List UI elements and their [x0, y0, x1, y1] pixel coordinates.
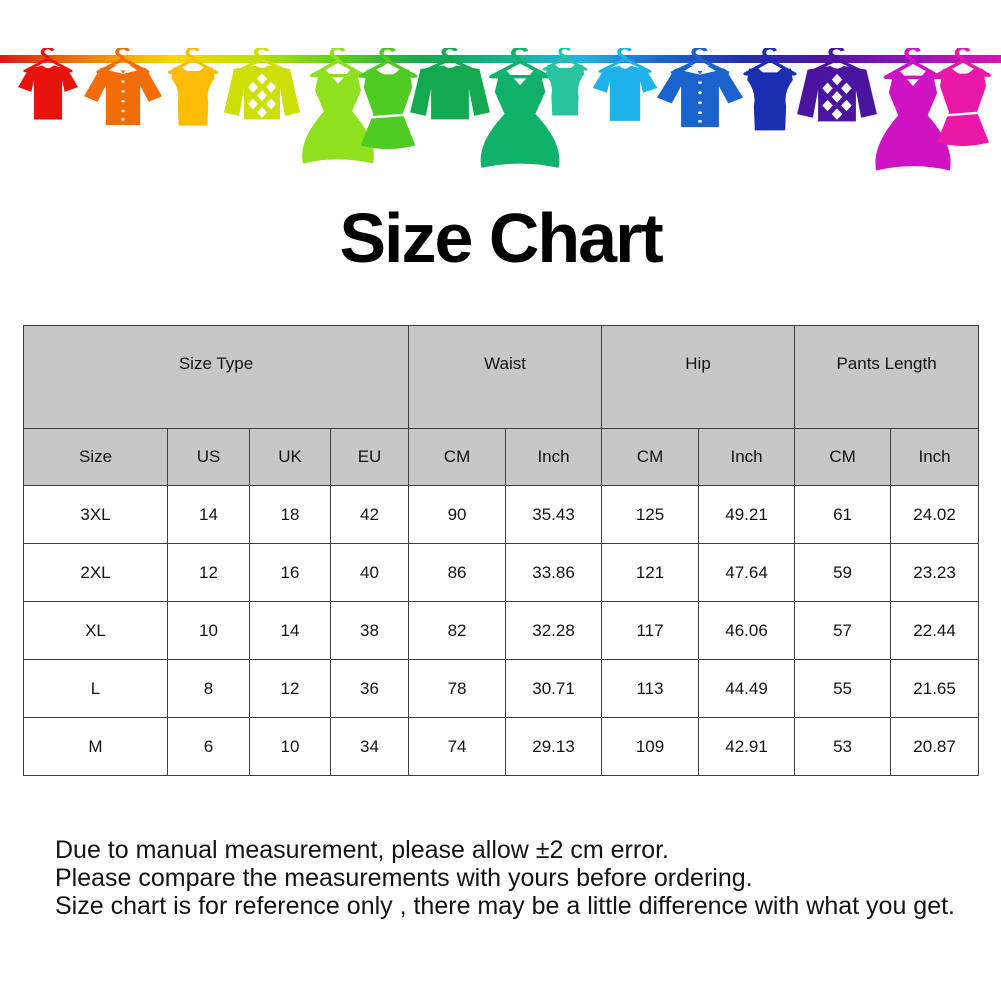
table-cell: 86 [408, 543, 507, 602]
table-cell: 24.02 [890, 485, 980, 544]
table-cell: 82 [408, 601, 507, 660]
table-cell: 33.86 [505, 543, 603, 602]
table-cell: 113 [601, 659, 700, 718]
table-cell: 6 [167, 717, 250, 776]
table-cell: 14 [249, 601, 331, 660]
table-cell: 59 [794, 543, 892, 602]
table-cell: 3XL [23, 485, 168, 544]
table-cell: M [23, 717, 168, 776]
table-cell: 29.13 [505, 717, 603, 776]
table-cell: 61 [794, 485, 892, 544]
disclaimer-line-2: Please compare the measurements with you… [55, 864, 753, 892]
size-row-m: M 6 10 34 74 29.13 109 42.91 53 20.87 [23, 717, 980, 776]
table-cell: 46.06 [698, 601, 796, 660]
disclaimer-line-1: Due to manual measurement, please allow … [55, 836, 670, 864]
table-cell: 55 [794, 659, 892, 718]
table-cell: 109 [601, 717, 700, 776]
size-row-xl: XL 10 14 38 82 32.28 117 46.06 57 22.44 [23, 601, 980, 660]
table-cell: 18 [249, 485, 331, 544]
table-cell: XL [23, 601, 168, 660]
size-table-container: Size Type Waist Hip Pants Length Size US… [22, 325, 1001, 776]
table-cell: 42 [329, 485, 410, 544]
size-table: Size Type Waist Hip Pants Length Size US… [22, 325, 980, 776]
size-row-2xl: 2XL 12 16 40 86 33.86 121 47.64 59 23.23 [23, 543, 980, 602]
table-cell: 90 [408, 485, 507, 544]
clothesline [0, 55, 1001, 63]
table-cell: 47.64 [698, 543, 796, 602]
table-cell: 78 [408, 659, 507, 718]
table-cell: 8 [167, 659, 250, 718]
group-header-pants-length: Pants Length [794, 325, 980, 429]
table-cell: 36 [329, 659, 410, 718]
table-cell: 12 [167, 543, 250, 602]
disclaimer-line-3: Size chart is for reference only , there… [55, 892, 955, 920]
table-cell: 121 [601, 543, 700, 602]
column-header-eu: EU [329, 428, 410, 486]
magenta-dress-icon [875, 48, 950, 171]
lime-dress-icon [300, 48, 376, 166]
table-cell: 44.49 [698, 659, 796, 718]
table-cell: 57 [794, 601, 892, 660]
size-row-3xl: 3XL 14 18 42 90 35.43 125 49.21 61 24.02 [23, 485, 980, 544]
group-header-hip: Hip [601, 325, 796, 429]
table-cell: 49.21 [698, 485, 796, 544]
table-cell: 10 [167, 601, 250, 660]
column-header-waist-cm: CM [408, 428, 507, 486]
column-header-pants-inch: Inch [890, 428, 980, 486]
table-cell: 21.65 [890, 659, 980, 718]
column-header-hip-inch: Inch [698, 428, 796, 486]
column-header-pants-cm: CM [794, 428, 892, 486]
table-sub-header-row: Size US UK EU CM Inch CM Inch CM Inch [23, 428, 980, 486]
table-cell: 14 [167, 485, 250, 544]
table-cell: 32.28 [505, 601, 603, 660]
green-tank-dress-icon [361, 48, 416, 149]
page-title: Size Chart [339, 199, 663, 277]
size-row-l: L 8 12 36 78 30.71 113 44.49 55 21.65 [23, 659, 980, 718]
column-header-size: Size [23, 428, 168, 486]
table-cell: 34 [329, 717, 410, 776]
table-cell: 53 [794, 717, 892, 776]
column-header-uk: UK [249, 428, 331, 486]
table-cell: 16 [249, 543, 331, 602]
disclaimer-block: Due to manual measurement, please allow … [55, 836, 1001, 920]
table-group-header-row: Size Type Waist Hip Pants Length [22, 325, 980, 429]
table-cell: 42.91 [698, 717, 796, 776]
table-cell: 40 [329, 543, 410, 602]
column-header-waist-inch: Inch [505, 428, 603, 486]
table-cell: 2XL [23, 543, 168, 602]
table-cell: 20.87 [890, 717, 980, 776]
table-cell: L [23, 659, 168, 718]
table-cell: 38 [329, 601, 410, 660]
column-header-hip-cm: CM [601, 428, 700, 486]
table-cell: 10 [249, 717, 331, 776]
table-cell: 74 [408, 717, 507, 776]
table-cell: 117 [601, 601, 700, 660]
table-cell: 35.43 [505, 485, 603, 544]
table-cell: 23.23 [890, 543, 980, 602]
table-cell: 125 [601, 485, 700, 544]
clothesline-banner [0, 48, 1001, 185]
table-cell: 30.71 [505, 659, 603, 718]
column-header-us: US [167, 428, 250, 486]
table-cell: 22.44 [890, 601, 980, 660]
group-header-size-type: Size Type [22, 325, 410, 429]
table-cell: 12 [249, 659, 331, 718]
group-header-waist: Waist [408, 325, 603, 429]
